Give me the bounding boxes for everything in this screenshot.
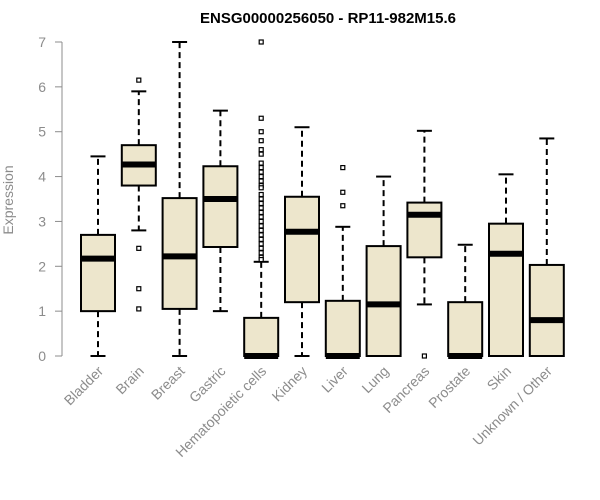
- box-hematopoietic-cells: [243, 39, 280, 359]
- outlier-point: [258, 227, 264, 233]
- outlier-point: [258, 196, 264, 202]
- outlier-point: [258, 160, 264, 166]
- outlier-point: [258, 169, 264, 175]
- outlier-point: [258, 115, 264, 121]
- x-tick-label: Kidney: [269, 363, 311, 405]
- outlier-point: [258, 138, 264, 144]
- box-breast: [161, 41, 198, 357]
- y-tick-label: 3: [38, 213, 46, 229]
- iqr-box: [365, 245, 402, 358]
- box-prostate: [447, 243, 484, 359]
- box-lung: [365, 175, 402, 358]
- chart-title: ENSG00000256050 - RP11-982M15.6: [200, 10, 456, 27]
- outlier-point: [258, 209, 264, 216]
- iqr-box: [243, 316, 280, 357]
- outlier-point: [258, 223, 264, 229]
- iqr-box: [488, 222, 524, 357]
- outlier-point: [258, 173, 264, 180]
- outlier-point: [258, 191, 264, 198]
- outlier-point: [136, 306, 142, 312]
- x-tick-label: Skin: [484, 363, 515, 394]
- iqr-box: [324, 299, 361, 357]
- outlier-point: [258, 147, 264, 153]
- outlier-point: [258, 256, 264, 263]
- outlier-point: [258, 39, 264, 45]
- outlier-point: [258, 250, 264, 256]
- iqr-box: [406, 201, 443, 259]
- iqr-box: [80, 233, 116, 313]
- iqr-box: [284, 195, 320, 304]
- y-tick-label: 5: [38, 124, 46, 140]
- outlier-point: [340, 165, 346, 171]
- outlier-point: [258, 165, 264, 171]
- y-tick-label: 2: [38, 258, 46, 274]
- outlier-point: [258, 218, 264, 225]
- x-tick-label: Liver: [318, 363, 351, 396]
- y-tick-label: 1: [38, 303, 46, 319]
- boxes: [80, 39, 565, 359]
- y-axis: 0 1 2 3 4 5 6 7: [38, 34, 63, 364]
- y-tick-label: 4: [38, 169, 46, 185]
- box-unknown-other: [528, 137, 565, 357]
- outlier-point: [258, 200, 264, 207]
- x-tick-label: Bladder: [61, 363, 107, 409]
- outlier-point: [258, 178, 264, 184]
- outlier-point: [136, 245, 142, 251]
- outlier-point: [340, 189, 346, 195]
- outlier-point: [258, 214, 264, 220]
- box-pancreas: [406, 129, 443, 359]
- y-tick-label: 7: [38, 34, 46, 50]
- box-skin: [488, 173, 524, 357]
- box-gastric: [202, 109, 239, 313]
- outlier-point: [136, 286, 142, 292]
- x-tick-label: Lung: [358, 363, 391, 396]
- x-tick-label: Breast: [148, 363, 188, 403]
- outlier-point: [258, 245, 264, 251]
- outlier-point: [136, 77, 142, 83]
- outlier-point: [340, 203, 346, 209]
- outlier-point: [258, 232, 264, 238]
- x-tick-label: Brain: [112, 363, 146, 397]
- y-axis-label: Expression: [0, 165, 16, 234]
- box-liver: [324, 165, 361, 359]
- x-tick-label: Prostate: [425, 363, 473, 411]
- y-tick-label: 6: [38, 79, 46, 95]
- outlier-point: [258, 129, 264, 135]
- iqr-box: [528, 263, 565, 357]
- outlier-point: [258, 205, 264, 211]
- outlier-point: [258, 241, 264, 247]
- iqr-box: [447, 301, 484, 357]
- y-tick-label: 0: [38, 348, 46, 364]
- box-brain: [120, 77, 157, 312]
- outlier-point: [421, 353, 427, 359]
- box-bladder: [80, 155, 116, 357]
- outlier-point: [258, 151, 264, 157]
- box-kidney: [284, 126, 320, 357]
- outlier-point: [258, 185, 264, 191]
- outlier-point: [258, 236, 264, 242]
- iqr-box: [202, 165, 239, 248]
